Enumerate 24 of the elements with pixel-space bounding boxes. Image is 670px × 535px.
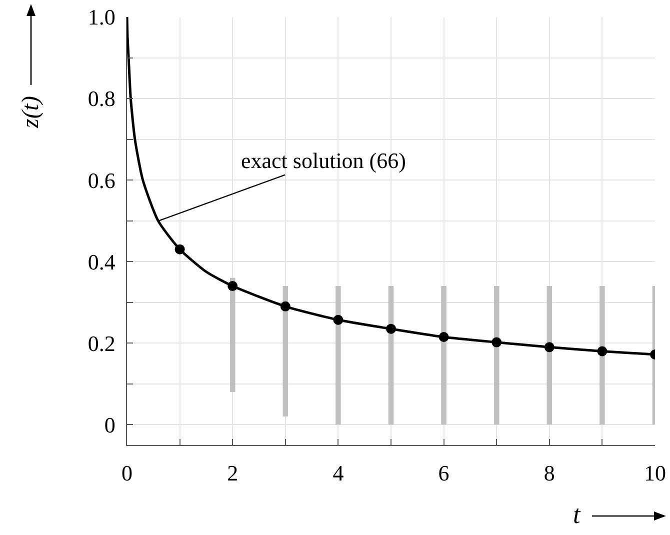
annotation: exact solution (66) — [241, 148, 406, 173]
point — [386, 324, 396, 334]
x-tick-label: 6 — [438, 460, 450, 486]
x-tick-label: 2 — [227, 460, 238, 486]
point — [333, 314, 344, 325]
point — [492, 337, 502, 348]
y-tick-label: 0 — [104, 412, 116, 438]
x-axis-title: t — [573, 500, 581, 529]
point — [597, 346, 608, 356]
y-tick-label: 1.0 — [88, 4, 116, 30]
y-axis-title: z(t) — [18, 96, 44, 129]
x-tick-label: 8 — [544, 460, 555, 486]
y-tick-label: 0.6 — [88, 168, 116, 193]
point — [228, 281, 238, 292]
x-tick-label: 4 — [332, 460, 344, 486]
y-tick-label: 0.2 — [88, 330, 116, 356]
x-tick-label: 10 — [644, 460, 666, 486]
point — [544, 342, 554, 352]
y-tick-label: 0.4 — [88, 249, 116, 274]
x-tick-label: 0 — [122, 460, 132, 486]
point — [438, 332, 449, 342]
point — [280, 301, 290, 312]
point — [174, 244, 185, 254]
y-tick-label: 0.8 — [88, 86, 116, 112]
